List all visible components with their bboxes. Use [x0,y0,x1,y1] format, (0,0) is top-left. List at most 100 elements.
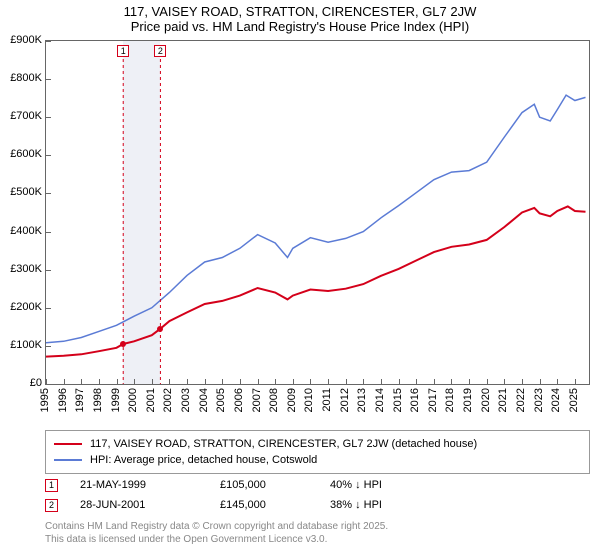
x-axis-label: 2020 [480,388,492,412]
x-tick [152,379,153,384]
series-line-property [46,206,586,356]
sale-index-box: 2 [45,499,58,512]
x-tick [275,379,276,384]
legend-item: 117, VAISEY ROAD, STRATTON, CIRENCESTER,… [54,436,581,452]
x-tick [222,379,223,384]
x-tick [451,379,452,384]
y-tick [46,155,51,156]
x-tick [310,379,311,384]
y-tick [46,346,51,347]
x-tick [187,379,188,384]
y-axis-label: £0 [0,377,42,389]
x-axis-label: 1997 [74,388,86,412]
y-tick [46,41,51,42]
x-axis-label: 2012 [339,388,351,412]
x-axis-label: 2010 [303,388,315,412]
sales-table: 1 21-MAY-1999£105,00040% ↓ HPI 2 28-JUN-200… [45,475,590,515]
x-tick [64,379,65,384]
y-tick [46,308,51,309]
x-tick [169,379,170,384]
sale-delta: 40% ↓ HPI [330,479,470,491]
x-tick [46,379,47,384]
x-tick [469,379,470,384]
x-tick [258,379,259,384]
legend-swatch [54,443,82,445]
x-axis-label: 1996 [57,388,69,412]
x-tick [540,379,541,384]
chart-area: 12 £0£100K£200K£300K£400K£500K£600K£700K… [0,40,600,420]
y-axis-label: £400K [0,225,42,237]
x-tick [557,379,558,384]
title-line-2: Price paid vs. HM Land Registry's House … [0,19,600,34]
legend-label: HPI: Average price, detached house, Cots… [90,454,317,466]
x-tick [328,379,329,384]
series-line-hpi [46,95,586,343]
legend-label: 117, VAISEY ROAD, STRATTON, CIRENCESTER,… [90,438,477,450]
x-tick [117,379,118,384]
x-tick [134,379,135,384]
sale-index-box: 1 [45,479,58,492]
footer-line-1: Contains HM Land Registry data © Crown c… [45,520,388,533]
x-tick [399,379,400,384]
line-series-svg [46,41,589,384]
x-tick [434,379,435,384]
x-axis-label: 2006 [233,388,245,412]
legend-swatch [54,459,82,461]
y-axis-label: £200K [0,301,42,313]
x-axis-label: 2005 [215,388,227,412]
x-tick [99,379,100,384]
chart-title-block: 117, VAISEY ROAD, STRATTON, CIRENCESTER,… [0,0,600,34]
x-axis-label: 2021 [497,388,509,412]
plot-area: 12 [45,40,590,385]
x-axis-label: 2023 [533,388,545,412]
x-tick [240,379,241,384]
sale-price: £105,000 [220,479,330,491]
y-tick [46,117,51,118]
sale-marker-box: 1 [117,45,129,57]
sale-point [157,326,163,332]
y-tick [46,232,51,233]
x-tick [363,379,364,384]
sale-marker-box: 2 [154,45,166,57]
x-axis-label: 2014 [374,388,386,412]
sale-point [120,341,126,347]
x-axis-label: 2002 [162,388,174,412]
y-axis-label: £800K [0,72,42,84]
y-tick [46,193,51,194]
y-tick [46,270,51,271]
x-tick [416,379,417,384]
x-axis-label: 2013 [356,388,368,412]
x-tick [346,379,347,384]
y-axis-label: £100K [0,339,42,351]
sale-date: 21-MAY-1999 [80,479,220,491]
legend: 117, VAISEY ROAD, STRATTON, CIRENCESTER,… [45,430,590,474]
x-tick [81,379,82,384]
x-axis-label: 1995 [39,388,51,412]
x-axis-label: 2019 [462,388,474,412]
x-axis-label: 2025 [568,388,580,412]
sale-row: 228-JUN-2001£145,00038% ↓ HPI [45,495,590,515]
x-axis-label: 2015 [392,388,404,412]
x-axis-label: 2008 [268,388,280,412]
x-tick [381,379,382,384]
y-axis-label: £500K [0,186,42,198]
x-tick [293,379,294,384]
x-tick [504,379,505,384]
x-axis-label: 2007 [251,388,263,412]
x-axis-label: 2011 [321,388,333,412]
sale-date: 28-JUN-2001 [80,499,220,511]
x-axis-label: 2009 [286,388,298,412]
sale-row: 1 21-MAY-1999£105,00040% ↓ HPI [45,475,590,495]
footer-line-2: This data is licensed under the Open Gov… [45,533,388,546]
x-axis-label: 2018 [444,388,456,412]
sale-price: £145,000 [220,499,330,511]
y-tick [46,79,51,80]
x-axis-label: 2003 [180,388,192,412]
x-axis-label: 2004 [198,388,210,412]
x-axis-label: 2016 [409,388,421,412]
x-axis-label: 2001 [145,388,157,412]
legend-item: HPI: Average price, detached house, Cots… [54,452,581,468]
x-tick [205,379,206,384]
x-tick [522,379,523,384]
license-footer: Contains HM Land Registry data © Crown c… [45,520,388,546]
